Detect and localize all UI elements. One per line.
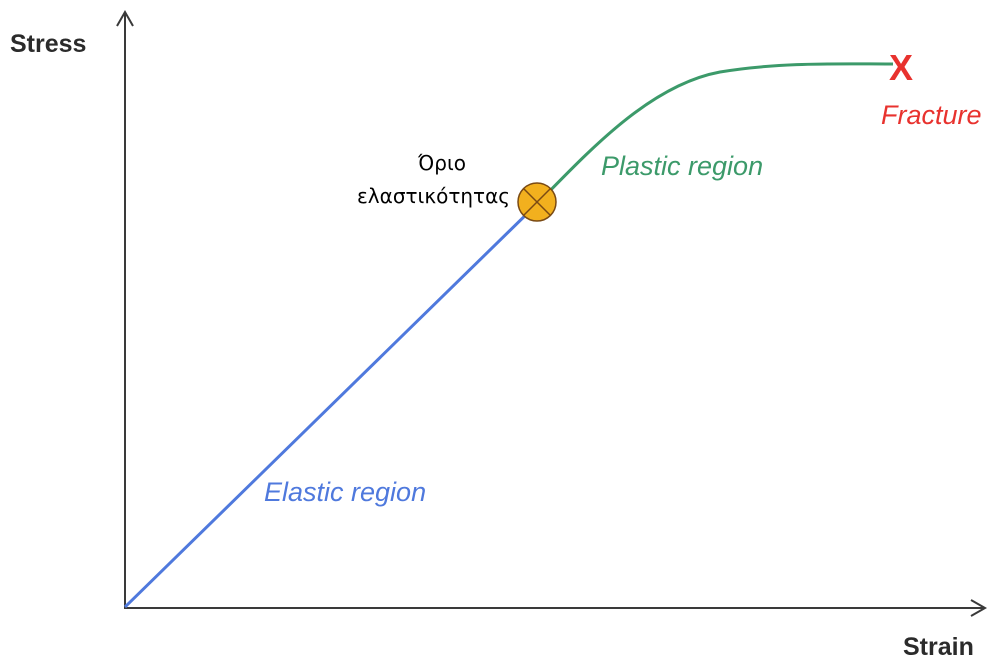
x-axis-title: Strain [903, 633, 974, 661]
fracture-x-marker: X [889, 47, 913, 88]
axes [116, 9, 988, 617]
elastic-region-label: Elastic region [264, 477, 426, 507]
plastic-region-curve [536, 62, 894, 205]
elastic-region-line [123, 201, 540, 609]
x-axis-arrowhead [970, 599, 988, 617]
elastic-limit-label-line2: ελαστικότητας [357, 184, 510, 208]
plastic-region-label: Plastic region [601, 151, 763, 181]
elastic-limit-label-line1: Όριο [417, 151, 466, 175]
y-axis-title: Stress [10, 30, 86, 58]
y-axis-arrowhead [116, 9, 134, 27]
fracture-label: Fracture [881, 100, 982, 130]
elastic-limit-marker-icon [517, 182, 557, 222]
